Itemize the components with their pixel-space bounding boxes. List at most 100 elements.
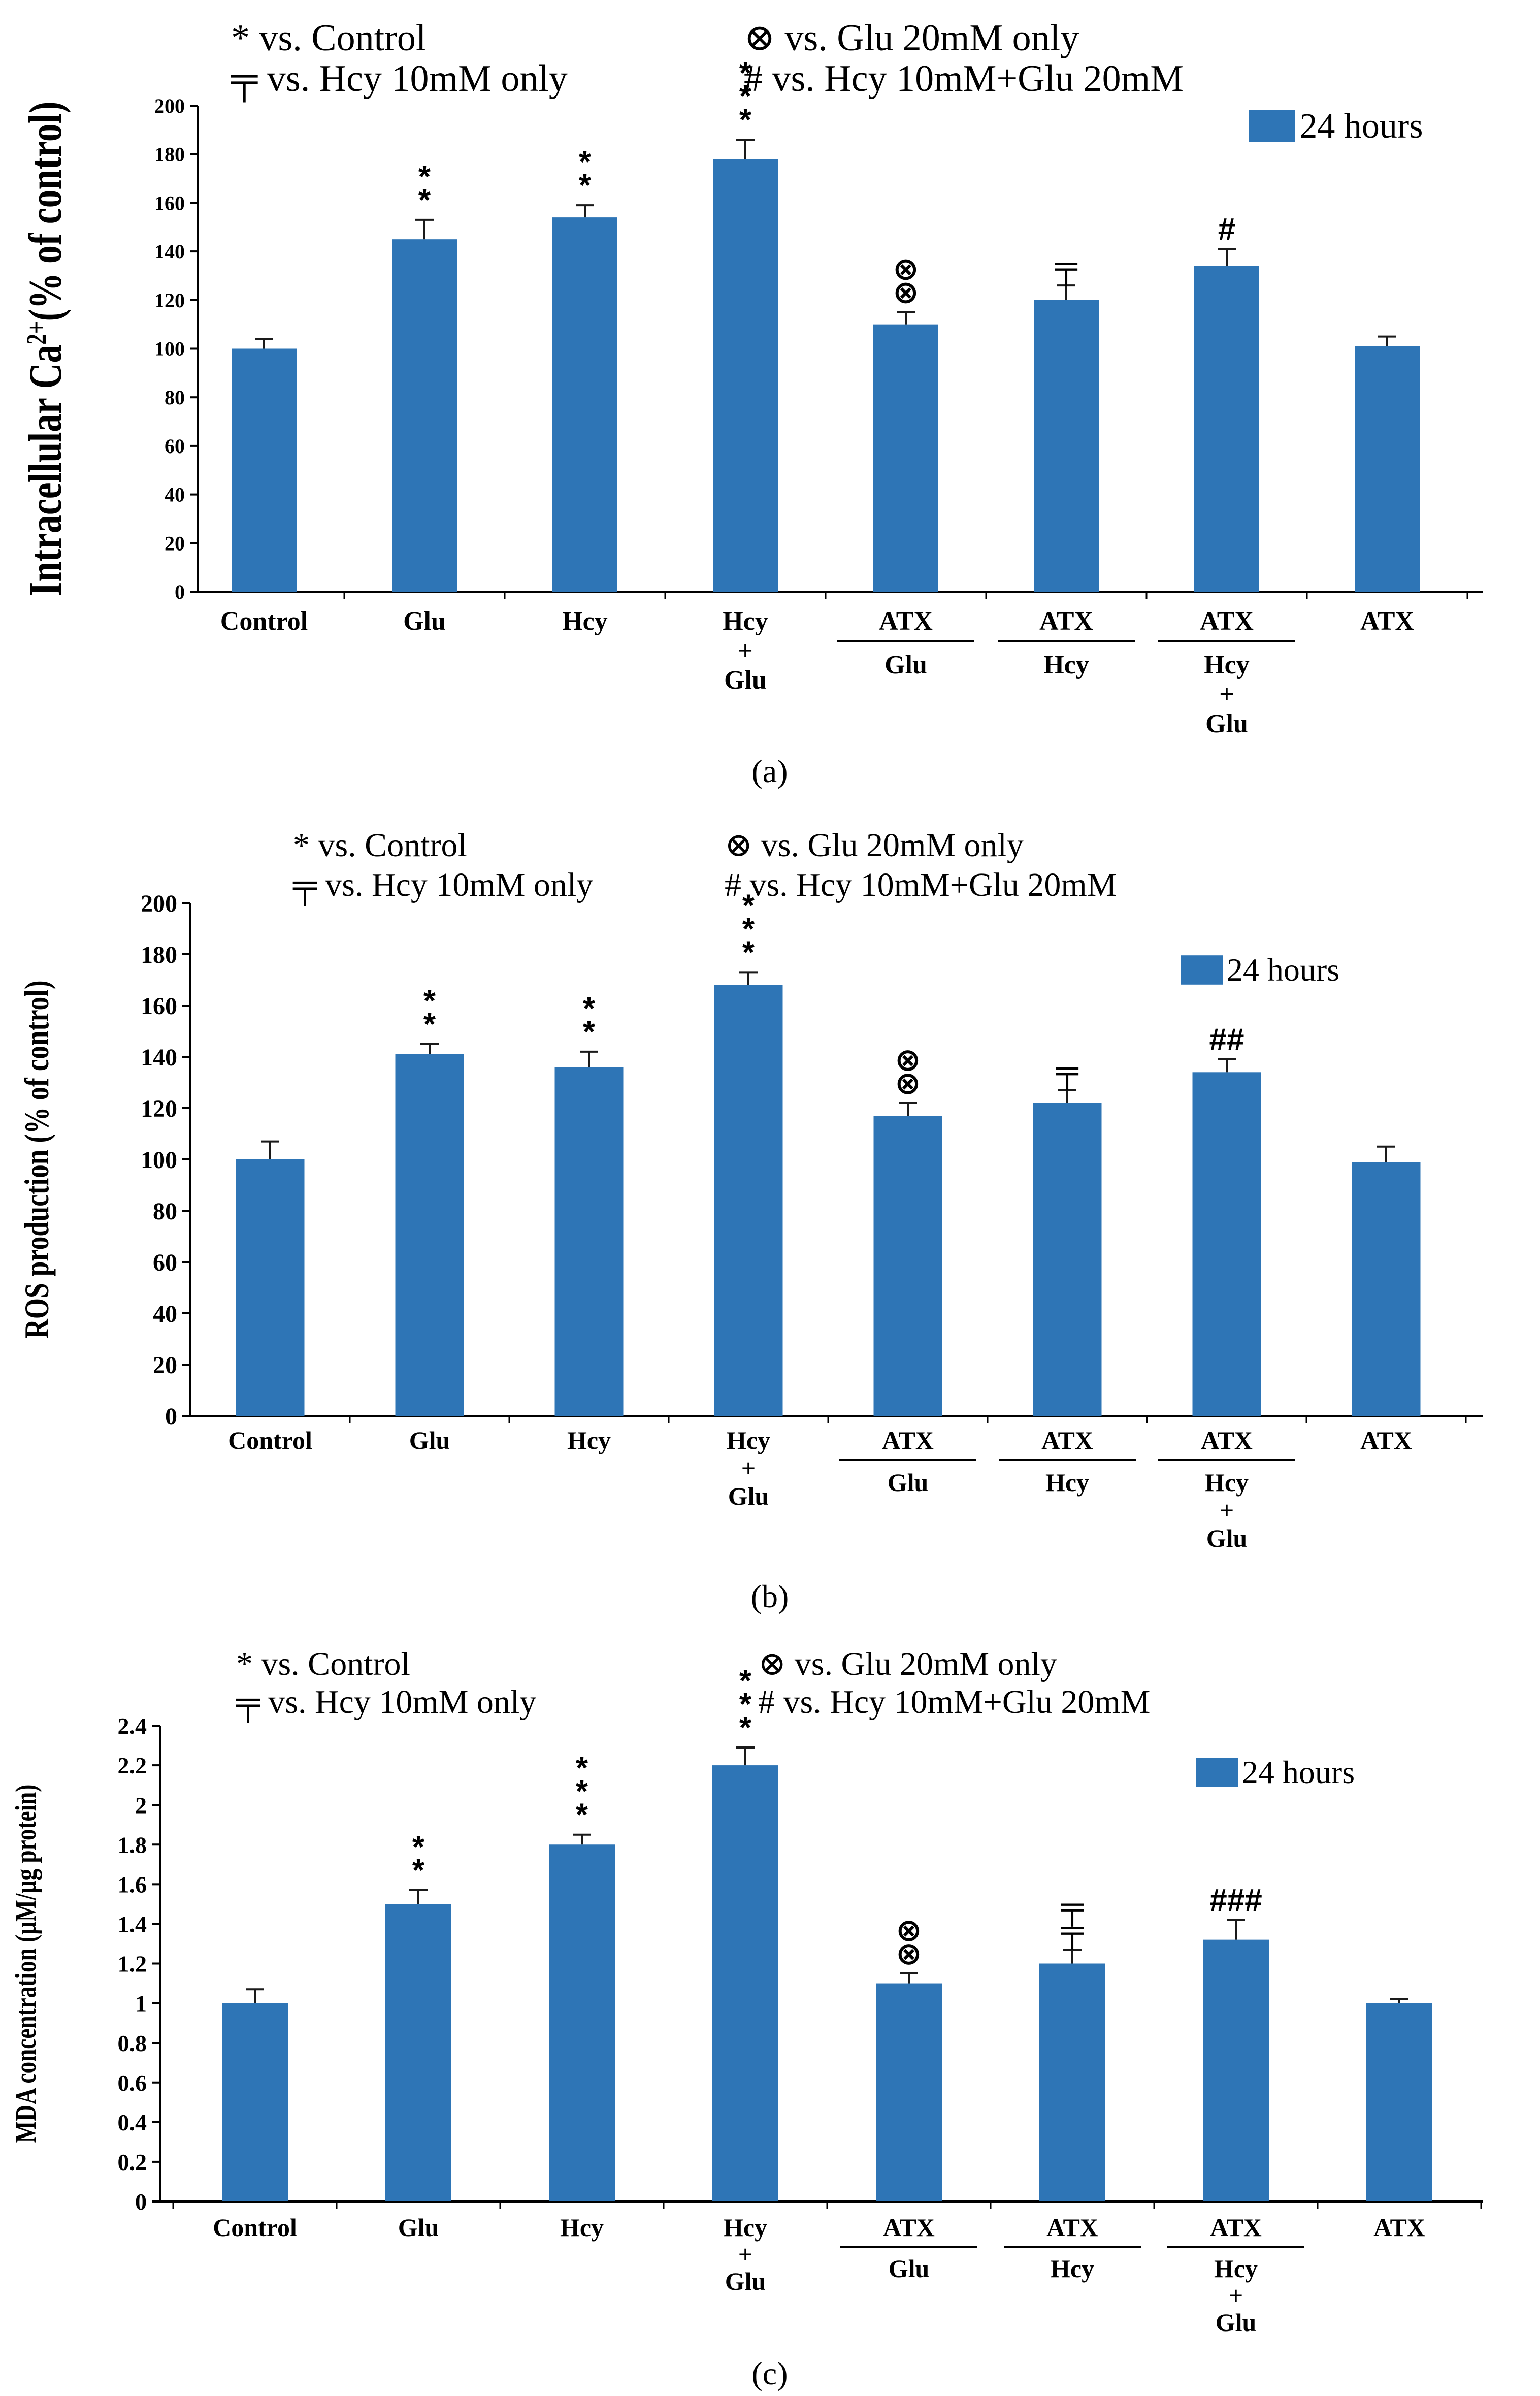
legend-swatch — [1196, 1758, 1238, 1787]
y-tick-label: 20 — [153, 1352, 177, 1379]
significance-marker: * — [418, 159, 431, 195]
significance-marker: * — [576, 1798, 588, 1833]
y-tick-label: 80 — [165, 386, 185, 409]
bar — [392, 239, 457, 592]
significance-marker: * — [423, 984, 436, 1019]
x-category-label: Glu — [1205, 709, 1248, 738]
x-category-label: ATX — [1039, 607, 1093, 636]
significance-marker: * — [579, 168, 592, 203]
x-category-label: Hcy — [567, 1426, 611, 1454]
significance-marker: ⊗ — [896, 1936, 922, 1971]
y-axis-label: Intracellular Ca2+(% of control) — [19, 101, 71, 596]
legend-note: ⊗ vs. Glu 20mM only — [725, 827, 1024, 864]
legend-swatch — [1249, 110, 1295, 142]
significance-marker: * — [418, 183, 431, 218]
x-category-label: Control — [213, 2213, 297, 2242]
x-category-label: ATX — [1200, 607, 1254, 636]
legend-swatch — [1181, 955, 1223, 985]
bar — [1352, 1162, 1421, 1416]
x-category-label: ATX — [1041, 1426, 1093, 1454]
x-category-label: Hcy — [1045, 1468, 1089, 1497]
x-category-label: Hcy — [1205, 1468, 1249, 1497]
y-tick-label: 1.2 — [118, 1951, 147, 1977]
bar — [712, 1765, 778, 2201]
y-tick-label: 0.2 — [118, 2149, 147, 2175]
legend-note: ╤ vs. Hcy 10mM only — [236, 1683, 536, 1723]
legend-note: * vs. Control — [236, 1645, 410, 1682]
y-tick-label: 2.2 — [118, 1753, 147, 1778]
bar — [395, 1054, 464, 1416]
x-category-label: ATX — [1360, 607, 1414, 636]
x-category-label: Hcy — [1214, 2254, 1258, 2283]
panel-label: (a) — [751, 753, 788, 789]
bar — [222, 2003, 288, 2201]
y-tick-label: 0.6 — [118, 2070, 147, 2096]
y-tick-label: 160 — [154, 191, 185, 214]
x-category-label: Glu — [1206, 1524, 1248, 1552]
bar — [876, 1983, 942, 2201]
y-tick-label: 120 — [154, 289, 185, 312]
bar — [1203, 1939, 1269, 2201]
bar — [1194, 266, 1259, 592]
significance-marker: ### — [1209, 1883, 1262, 1918]
significance-marker: * — [423, 1007, 436, 1042]
significance-marker: * — [579, 145, 592, 180]
x-category-label: + — [1220, 1496, 1234, 1525]
x-category-label: Hcy — [1051, 2254, 1094, 2283]
significance-marker: * — [742, 912, 755, 947]
significance-marker: * — [742, 935, 755, 970]
x-category-label: Glu — [1216, 2308, 1257, 2337]
legend-note: * vs. Control — [293, 827, 467, 864]
x-category-label: Glu — [409, 1426, 450, 1454]
x-category-label: Glu — [724, 666, 767, 695]
legend-note: # vs. Hcy 10mM+Glu 20mM — [758, 1683, 1150, 1721]
significance-marker: ## — [1209, 1022, 1244, 1057]
x-category-label: ATX — [1210, 2213, 1262, 2242]
x-category-label: Control — [220, 607, 308, 636]
chart-panel-2: * vs. Control ⊗ vs. Glu 20mM only ╤ vs. Hc… — [18, 827, 1483, 1614]
x-category-label: ATX — [1046, 2213, 1098, 2242]
x-category-label: Control — [228, 1426, 312, 1454]
legend-series-label: 24 hours — [1299, 107, 1423, 146]
bar — [873, 324, 938, 592]
bar — [232, 348, 297, 592]
x-category-label: + — [738, 636, 753, 665]
significance-marker: ⊗ — [895, 1043, 921, 1078]
significance-marker: # — [1218, 212, 1235, 247]
x-category-label: Hcy — [562, 607, 608, 636]
y-tick-label: 60 — [165, 435, 185, 458]
legend-note: ⊗ vs. Glu 20mM only — [744, 17, 1079, 59]
x-category-label: Hcy — [1204, 651, 1250, 679]
significance-marker: * — [739, 1687, 752, 1722]
y-tick-label: 1 — [135, 1991, 147, 2017]
y-tick-label: 1.6 — [118, 1871, 147, 1897]
significance-marker: * — [739, 103, 752, 138]
legend-note: * vs. Control — [231, 17, 426, 59]
y-tick-label: 40 — [153, 1301, 177, 1327]
y-axis-label: ROS production (% of control) — [18, 980, 56, 1338]
x-category-label: ATX — [882, 1426, 934, 1454]
x-category-label: Glu — [889, 2254, 930, 2283]
x-category-label: + — [738, 2240, 753, 2269]
y-tick-label: 20 — [165, 532, 185, 555]
x-category-label: Glu — [725, 2267, 766, 2295]
x-category-label: + — [1229, 2281, 1243, 2310]
y-tick-label: 140 — [154, 240, 185, 263]
y-tick-label: 200 — [141, 890, 177, 917]
significance-marker: ╤ — [1056, 1053, 1079, 1091]
significance-marker: * — [739, 79, 752, 114]
bar — [1366, 2003, 1432, 2201]
significance-marker: ╤ — [1055, 248, 1078, 286]
panel-label: (c) — [751, 2355, 788, 2391]
significance-marker: * — [739, 1710, 752, 1745]
x-category-label: ATX — [1360, 1426, 1412, 1454]
y-tick-label: 100 — [154, 338, 185, 361]
y-tick-label: 0 — [165, 1403, 177, 1430]
x-category-label: Hcy — [560, 2213, 604, 2242]
y-tick-label: 0.4 — [118, 2110, 147, 2135]
significance-marker: ⊗ — [893, 275, 919, 310]
x-category-label: Hcy — [1043, 651, 1089, 679]
y-tick-label: 40 — [165, 483, 185, 506]
y-tick-label: 80 — [153, 1198, 177, 1225]
